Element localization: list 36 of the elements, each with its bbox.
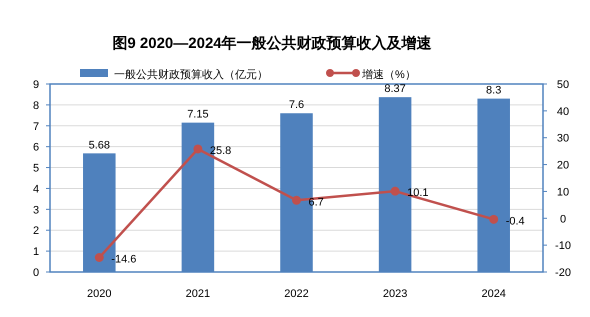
legend-label: 增速（%）: [361, 68, 416, 81]
y-tick-label: 7: [32, 120, 40, 133]
y2-tick-label: 20: [556, 160, 570, 172]
y-tick-label: 2: [32, 225, 40, 238]
legend-label: 一般公共财政预算收入（亿元）: [114, 68, 268, 81]
y-tick-label: 3: [32, 204, 40, 216]
y-tick-label: 1: [32, 246, 40, 258]
point: [292, 196, 301, 205]
x-tick-label: 2020: [87, 288, 112, 300]
y2-tick-label: -20: [555, 267, 571, 279]
x-tick-label: 2023: [382, 288, 408, 300]
y-tick-label: 5: [32, 162, 40, 175]
y2-tick-label: 0: [560, 213, 566, 226]
data-label: 7.15: [187, 108, 209, 121]
data-label: 8.37: [384, 83, 406, 96]
y2-tick-label: 40: [556, 106, 570, 118]
point: [193, 144, 202, 154]
point: [390, 186, 400, 196]
y-tick-label: 0: [32, 267, 40, 279]
y-tick-label: 9: [32, 79, 40, 91]
y-tick-label: 4: [32, 183, 40, 196]
point: [94, 252, 104, 262]
y2-tick-label: 30: [556, 132, 570, 145]
y-tick-label: 6: [32, 142, 40, 154]
data-label: 8.3: [486, 84, 502, 97]
x-tick-label: 2024: [481, 288, 506, 300]
y2-tick-label: 50: [556, 79, 570, 91]
y-tick-label: 8: [32, 100, 40, 112]
data-label: 5.68: [88, 139, 110, 152]
chart-title: 图9 2020—2024年一般公共财政预算收入及增速: [112, 35, 433, 52]
point: [489, 214, 498, 224]
x-tick-label: 2021: [186, 288, 210, 300]
y2-tick-label: 10: [556, 186, 570, 198]
y2-tick-label: -10: [555, 240, 571, 252]
x-tick-label: 2022: [284, 288, 309, 300]
data-label: 7.6: [288, 99, 304, 112]
